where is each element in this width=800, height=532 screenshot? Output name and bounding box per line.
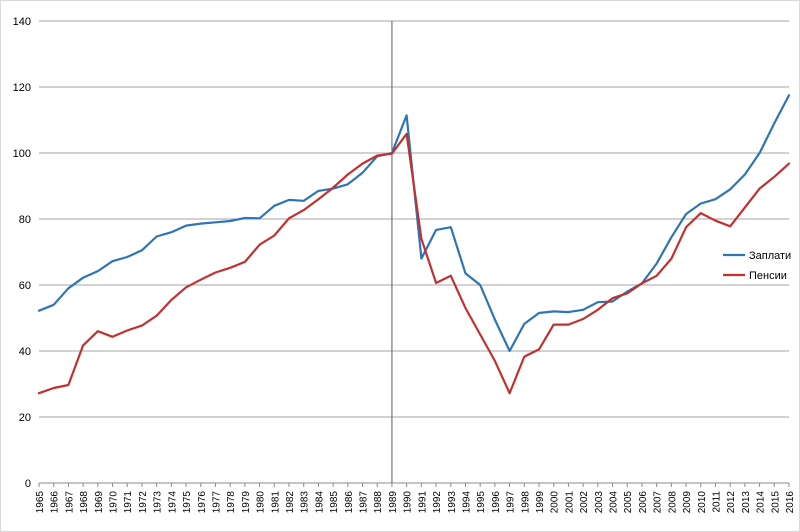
legend: Заплати Пенсии (723, 250, 791, 282)
x-tick-label: 1969 (94, 491, 105, 514)
x-tick-label: 1980 (256, 491, 267, 514)
x-tick-label: 1988 (373, 491, 384, 514)
x-tick-label: 1996 (491, 491, 502, 514)
x-tick-label: 2016 (785, 491, 796, 514)
x-tick-label: 1990 (403, 491, 414, 514)
x-tick-label: 1991 (417, 491, 428, 514)
legend-label: Пенсии (749, 270, 787, 282)
x-tick-label: 1977 (211, 491, 222, 514)
y-tick-label: 20 (19, 412, 31, 424)
y-tick-label: 120 (13, 82, 31, 94)
x-tick-label: 1976 (197, 491, 208, 514)
x-tick-label: 2012 (726, 491, 737, 514)
y-tick-label: 100 (13, 148, 31, 160)
legend-label: Заплати (749, 250, 791, 262)
x-tick-label: 1966 (50, 491, 61, 514)
x-tick-label: 2004 (609, 491, 620, 514)
x-tick-label: 1998 (520, 491, 531, 514)
x-tick-label: 2009 (682, 491, 693, 514)
x-tick-label: 1999 (535, 491, 546, 514)
x-tick-label: 1971 (123, 491, 134, 514)
x-tick-label: 1994 (461, 491, 472, 514)
x-tick-label: 1965 (35, 491, 46, 514)
x-tick-label: 2011 (711, 491, 722, 513)
x-tick-label: 2006 (638, 491, 649, 514)
x-tick-label: 2001 (564, 491, 575, 514)
x-tick-label: 1995 (476, 491, 487, 514)
x-tick-label: 2013 (741, 491, 752, 514)
x-tick-label: 1987 (359, 491, 370, 514)
x-tick-label: 2000 (550, 491, 561, 514)
x-tick-label: 2002 (579, 491, 590, 514)
x-tick-label: 2014 (756, 491, 767, 514)
x-tick-label: 1979 (241, 491, 252, 514)
x-tick-label: 1986 (344, 491, 355, 514)
x-tick-label: 1970 (109, 491, 120, 514)
y-tick-label: 40 (19, 346, 31, 358)
x-tick-label: 1968 (79, 491, 90, 514)
x-tick-label: 1983 (300, 491, 311, 514)
x-tick-label: 1978 (226, 491, 237, 514)
y-tick-label: 80 (19, 214, 31, 226)
x-tick-label: 1992 (432, 491, 443, 514)
x-tick-label: 2007 (653, 491, 664, 514)
x-tick-label: 2015 (770, 491, 781, 514)
x-tick-label: 1984 (314, 491, 325, 514)
x-tick-label: 1982 (285, 491, 296, 514)
x-tick-label: 1972 (138, 491, 149, 514)
x-tick-label: 2005 (623, 491, 634, 514)
x-tick-label: 1975 (182, 491, 193, 514)
x-tick-label: 2010 (697, 491, 708, 514)
y-tick-label: 60 (19, 280, 31, 292)
x-tick-label: 2008 (667, 491, 678, 514)
x-tick-label: 1985 (329, 491, 340, 514)
series-lines (37, 94, 791, 395)
y-tick-label: 140 (13, 16, 31, 28)
x-tick-label: 1997 (506, 491, 517, 514)
x-tick-labels: 1965 1966 1967 1968 1969 1970 1971 1972 1973 1974… (35, 491, 796, 514)
x-tick-label: 2003 (594, 491, 605, 514)
x-tick-label: 1974 (167, 491, 178, 514)
series-line-1 (37, 94, 791, 353)
gridlines (39, 20, 789, 418)
x-tick-label: 1981 (270, 491, 281, 514)
x-tick-label: 1973 (153, 491, 164, 514)
x-tick-label: 1989 (388, 491, 399, 514)
axes (38, 482, 790, 487)
x-tick-label: 1967 (64, 491, 75, 514)
y-tick-label: 0 (25, 478, 31, 490)
series-line-2 (37, 132, 791, 395)
y-tick-labels: 0 20 40 60 80 100 120 140 (13, 16, 31, 490)
x-tick-label: 1993 (447, 491, 458, 514)
